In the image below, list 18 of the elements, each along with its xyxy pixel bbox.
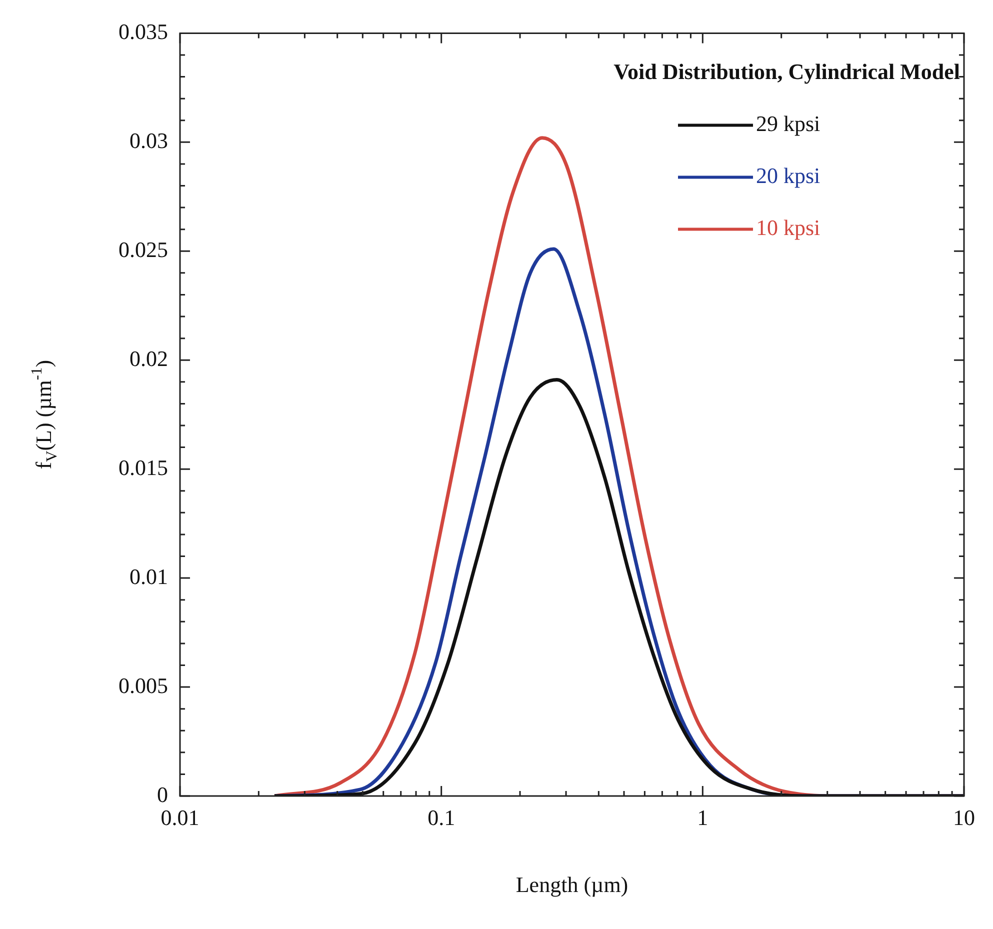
y-tick-label: 0.005 [118, 672, 168, 698]
legend-label: 10 kpsi [756, 214, 820, 240]
x-tick-label: 10 [953, 804, 975, 830]
y-tick-label: 0.02 [130, 346, 168, 371]
y-axis-title: fV(L) (µm-1) [28, 360, 61, 470]
legend-label: 29 kpsi [756, 110, 820, 136]
legend-title: Void Distribution, Cylindrical Model [614, 58, 960, 84]
y-tick-label: 0.015 [118, 454, 168, 480]
x-tick-label: 0.1 [428, 804, 456, 830]
x-tick-label: 1 [697, 804, 708, 830]
y-tick-label: 0.01 [130, 564, 168, 589]
y-tick-label: 0.025 [118, 236, 168, 262]
x-tick-label: 0.01 [160, 804, 200, 830]
x-axis-title: Length (µm) [516, 872, 628, 897]
legend-label: 20 kpsi [756, 162, 820, 188]
y-tick-label: 0.035 [118, 18, 168, 44]
y-tick-label: 0.03 [130, 128, 168, 153]
y-tick-label: 0 [157, 782, 168, 807]
